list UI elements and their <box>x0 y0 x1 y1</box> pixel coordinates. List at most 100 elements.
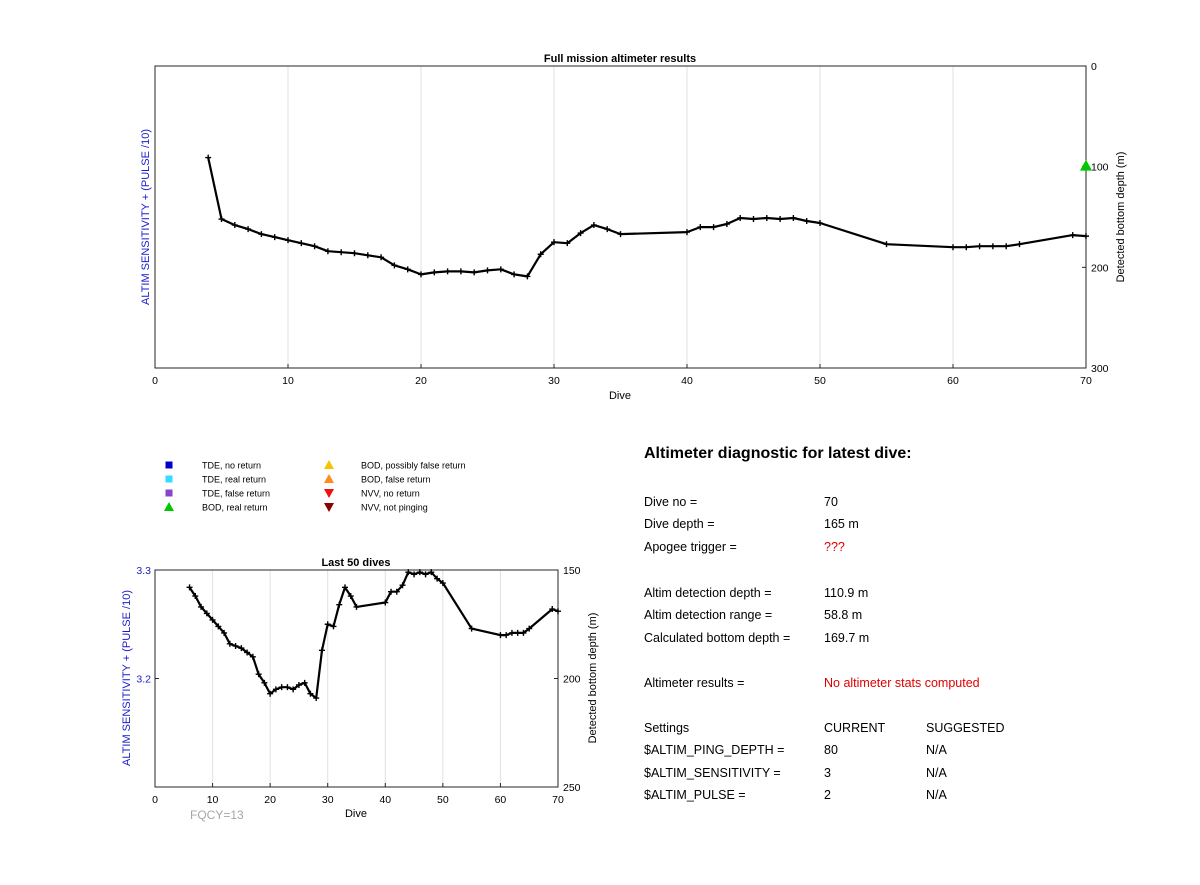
data-point <box>295 682 302 689</box>
legend-item: NVV, not pinging <box>324 503 428 513</box>
data-point <box>382 599 389 606</box>
diagnostic-title: Altimeter diagnostic for latest dive: <box>644 445 912 462</box>
setting-suggested: N/A <box>926 766 947 780</box>
legend-symbol <box>165 461 173 469</box>
data-point <box>817 220 823 227</box>
dive-no-value: 70 <box>824 495 838 509</box>
data-point <box>192 593 199 600</box>
suggested-header: SUGGESTED <box>926 721 1005 735</box>
apogee-trigger-value: ??? <box>824 540 845 554</box>
x-tick-label: 0 <box>152 794 158 806</box>
data-point <box>950 244 956 251</box>
data-point <box>258 231 265 238</box>
y-right-tick-label: 300 <box>1091 363 1109 375</box>
altimeter-results-value: No altimeter stats computed <box>824 676 980 690</box>
data-point <box>577 230 584 237</box>
setting-suggested: N/A <box>926 743 947 757</box>
current-header: CURRENT <box>824 721 886 735</box>
data-point <box>364 252 371 259</box>
setting-current: 3 <box>824 766 831 780</box>
data-point <box>763 215 770 222</box>
data-point <box>503 632 510 639</box>
y-right-tick-label: 150 <box>563 565 581 577</box>
setting-name: $ALTIM_PULSE = <box>644 788 746 802</box>
altim-detection-range-value: 58.8 m <box>824 608 863 622</box>
top-chart-ylabel-left: ALTIM SENSITIVITY + (PULSE /10) <box>140 129 152 305</box>
data-point <box>604 226 611 233</box>
data-point <box>245 226 252 233</box>
data-point <box>514 629 521 636</box>
altim-detection-depth-value: 110.9 m <box>824 586 869 600</box>
data-point <box>391 262 398 269</box>
data-point <box>484 267 491 274</box>
data-point <box>468 625 475 632</box>
data-point <box>378 254 385 261</box>
data-point <box>723 221 730 228</box>
data-point <box>267 690 274 697</box>
fqcy-label: FQCY=13 <box>190 808 244 822</box>
data-point <box>284 684 291 691</box>
series-line <box>207 157 1087 278</box>
data-point <box>989 243 996 250</box>
data-point <box>511 271 518 278</box>
x-tick-label: 0 <box>152 375 158 387</box>
data-point <box>203 610 210 617</box>
legend-item: BOD, possibly false return <box>324 460 466 471</box>
data-point <box>341 584 348 591</box>
y-left-tick-label: 3.3 <box>136 565 151 577</box>
dive-depth-value: 165 m <box>824 517 859 531</box>
data-point <box>434 575 441 582</box>
x-tick-label: 40 <box>379 794 391 806</box>
x-tick-label: 20 <box>415 375 427 387</box>
data-point <box>439 580 446 587</box>
legend-label: BOD, possibly false return <box>361 461 466 471</box>
data-point <box>324 621 331 628</box>
data-point <box>393 588 400 595</box>
data-point <box>298 240 305 247</box>
x-tick-label: 30 <box>322 794 334 806</box>
data-point <box>244 649 251 656</box>
y-right-tick-label: 200 <box>1091 262 1109 274</box>
legend-symbol <box>324 460 334 469</box>
legend-item: TDE, no return <box>165 461 261 471</box>
data-point <box>508 629 515 636</box>
setting-name: $ALTIM_SENSITIVITY = <box>644 766 781 780</box>
top-chart-title: Full mission altimeter results <box>544 53 696 65</box>
legend-symbol <box>165 489 173 497</box>
y-right-tick-label: 100 <box>1091 162 1109 174</box>
altim-detection-range-label: Altim detection range = <box>644 608 773 622</box>
data-point <box>399 582 406 589</box>
data-point <box>255 671 262 678</box>
data-point <box>737 215 744 222</box>
bottom-chart-ylabel-left: ALTIM SENSITIVITY + (PULSE /10) <box>121 590 133 766</box>
x-tick-label: 50 <box>814 375 826 387</box>
data-point <box>218 216 225 223</box>
legend-label: TDE, real return <box>202 475 266 485</box>
data-point <box>524 273 531 280</box>
data-point <box>238 645 245 652</box>
data-point <box>338 249 345 256</box>
data-point <box>205 154 212 161</box>
setting-current: 2 <box>824 788 831 802</box>
data-point <box>710 224 717 231</box>
legend-item: TDE, real return <box>165 475 266 485</box>
data-point <box>347 593 354 600</box>
legend-item: TDE, false return <box>165 489 270 499</box>
x-tick-label: 20 <box>264 794 276 806</box>
legend-label: TDE, false return <box>202 489 270 499</box>
data-point <box>215 623 222 630</box>
data-point <box>186 584 193 591</box>
bottom-chart-xlabel: Dive <box>345 808 367 820</box>
data-point <box>497 632 504 639</box>
data-point <box>1003 243 1010 250</box>
data-point <box>285 237 291 244</box>
dive-no-label: Dive no = <box>644 495 698 509</box>
data-point <box>249 653 256 660</box>
x-tick-label: 30 <box>548 375 560 387</box>
data-point <box>351 250 358 257</box>
y-right-tick-label: 250 <box>563 782 581 794</box>
data-point <box>307 690 314 697</box>
altimeter-results-label: Altimeter results = <box>644 676 745 690</box>
data-point <box>526 625 533 632</box>
